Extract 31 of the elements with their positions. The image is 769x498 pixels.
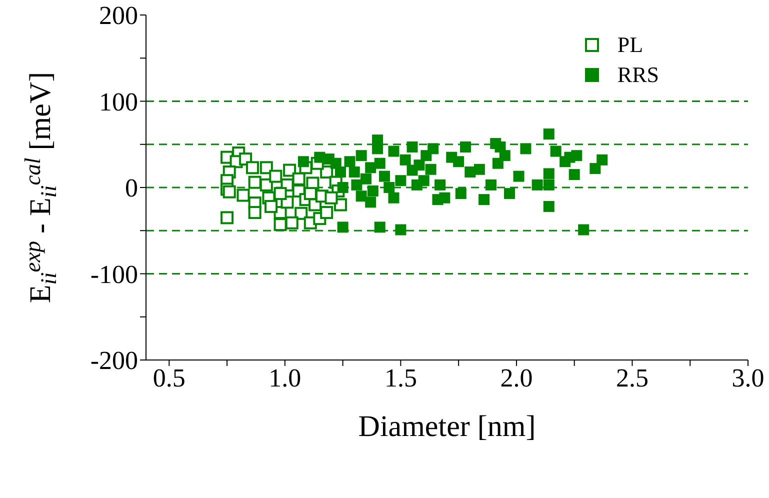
x-tick-label: 3.0	[732, 363, 764, 392]
point	[260, 161, 273, 174]
point	[248, 176, 262, 189]
y-tick-label: 0	[125, 174, 138, 203]
y-tick-label: 100	[99, 87, 138, 116]
x-tick-label: 2.5	[616, 363, 648, 392]
point	[285, 216, 298, 230]
point	[222, 185, 236, 198]
point	[246, 161, 260, 174]
point	[283, 164, 296, 177]
point	[260, 178, 273, 192]
point	[324, 191, 338, 204]
x-axis-title: Diameter [nm]	[358, 410, 536, 443]
point	[320, 206, 334, 220]
point	[292, 172, 306, 186]
x-tick-label: 1.0	[268, 363, 302, 392]
point	[248, 206, 262, 220]
legend-label: RRS	[617, 62, 659, 88]
legend-label: PL	[617, 32, 644, 58]
y-tick-label: -200	[90, 346, 138, 376]
point	[220, 211, 234, 224]
x-tick-label: 1.5	[384, 363, 417, 392]
point	[236, 188, 250, 202]
point	[264, 200, 278, 213]
y-tick-label: 200	[99, 1, 138, 30]
point	[274, 187, 287, 200]
point	[269, 170, 282, 183]
point	[304, 187, 317, 200]
x-tick-label: 2.0	[500, 363, 533, 392]
x-tick-label: 0.5	[152, 363, 186, 392]
y-tick-label: -100	[90, 260, 138, 289]
